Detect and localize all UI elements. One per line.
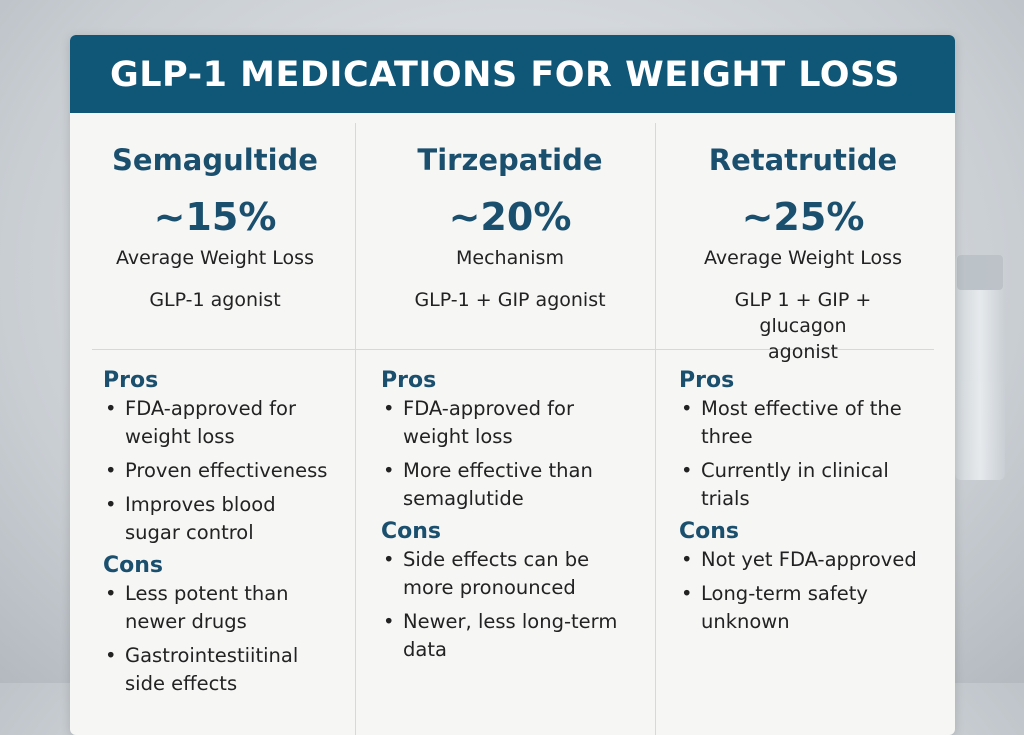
pros-heading: Pros — [679, 368, 735, 393]
pros-item: Currently in clinical trials — [679, 457, 932, 513]
pros-item: FDA-approved for weight loss — [103, 395, 334, 451]
vial-image — [955, 255, 1005, 480]
weight-loss-percent: ~25% — [741, 195, 865, 239]
medication-name: Retatrutide — [708, 143, 898, 177]
pros-item: More effective than semaglutide — [381, 457, 644, 513]
pros-item: Proven effectiveness — [103, 457, 334, 485]
cons-item: Less potent than newer drugs — [103, 580, 334, 636]
cons-list: Less potent than newer drugs Gastrointest… — [103, 580, 334, 698]
cons-list: Side effects can be more pronounced Newer… — [381, 546, 644, 664]
percent-label: Mechanism — [456, 247, 564, 269]
cons-item: Long-term safety unknown — [679, 580, 932, 636]
medication-name: Tirzepatide — [417, 143, 603, 177]
mechanism: GLP-1 agonist — [149, 289, 281, 311]
infographic-card: GLP-1 MEDICATIONS FOR WEIGHT LOSS Semagu… — [70, 35, 955, 735]
cons-item: Gastrointestiitinal side effects — [103, 642, 334, 698]
pros-list: FDA-approved for weight loss More effecti… — [381, 395, 644, 513]
pros-item: FDA-approved for weight loss — [381, 395, 644, 451]
pros-list: Most effective of the three Currently in … — [679, 395, 932, 513]
mechanism: GLP 1 + GIP + glucagon agonist — [734, 289, 872, 363]
mechanism: GLP-1 + GIP agonist — [414, 289, 606, 311]
page-title: GLP-1 MEDICATIONS FOR WEIGHT LOSS — [70, 35, 955, 113]
weight-loss-percent: ~20% — [448, 195, 572, 239]
cons-item: Not yet FDA-approved — [679, 546, 932, 574]
pros-heading: Pros — [103, 368, 159, 393]
column-divider — [655, 123, 656, 735]
cons-heading: Cons — [381, 519, 442, 544]
percent-label: Average Weight Loss — [704, 247, 902, 269]
medication-name: Semagultide — [112, 143, 318, 177]
cons-heading: Cons — [679, 519, 740, 544]
pros-list: FDA-approved for weight loss Proven effec… — [103, 395, 334, 547]
pros-item: Most effective of the three — [679, 395, 932, 451]
cons-list: Not yet FDA-approved Long-term safety unk… — [679, 546, 932, 636]
cons-heading: Cons — [103, 553, 164, 578]
row-divider — [92, 349, 934, 350]
pros-item: Improves blood sugar control — [103, 491, 334, 547]
weight-loss-percent: ~15% — [153, 195, 277, 239]
percent-label: Average Weight Loss — [116, 247, 314, 269]
cons-item: Side effects can be more pronounced — [381, 546, 644, 602]
pros-heading: Pros — [381, 368, 437, 393]
column-divider — [355, 123, 356, 735]
cons-item: Newer, less long-term data — [381, 608, 644, 664]
